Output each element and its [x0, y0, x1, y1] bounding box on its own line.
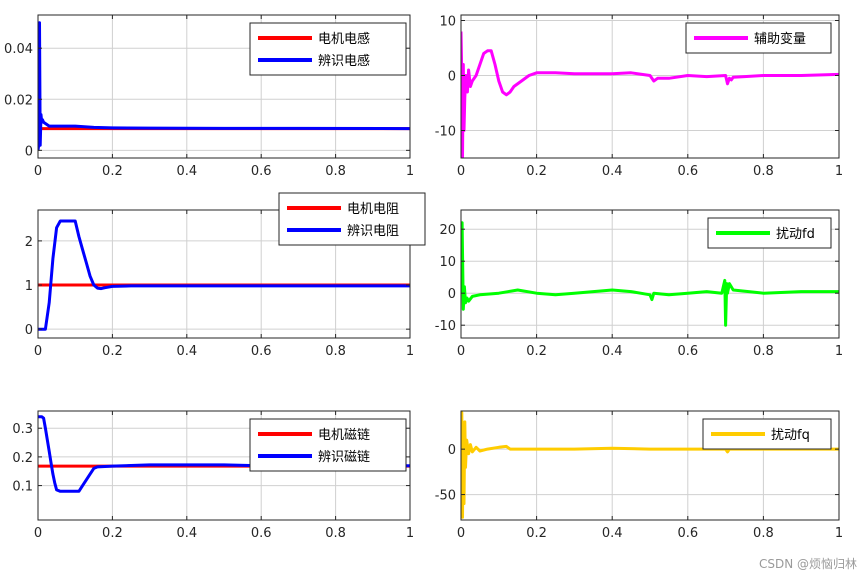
y-tick-label: 0 [448, 70, 456, 85]
x-tick-label: 0.4 [176, 526, 197, 541]
x-tick-label: 1 [406, 526, 414, 541]
axes-box [37, 209, 411, 339]
x-tick-label: 0.2 [526, 526, 547, 541]
watermark: CSDN @烦恼归林 [758, 557, 857, 571]
y-tick-label: 0.02 [4, 93, 33, 108]
legend-box [278, 192, 426, 246]
plot-auxiliary-variable: 0 0.2 0.4 0.6 0.8 1 -10 0 10 辅助变量 [435, 14, 843, 179]
x-tick-label: 0.8 [753, 526, 774, 541]
axes-box [37, 410, 411, 521]
y-tick-label: 0.3 [12, 422, 33, 437]
y-tick-label: 10 [439, 15, 456, 30]
axes-box [460, 209, 840, 339]
x-tick-label: 0 [34, 164, 42, 179]
x-tick-label: 0.8 [753, 164, 774, 179]
x-tick-label: 0.8 [753, 344, 774, 359]
x-tick-label: 1 [835, 344, 843, 359]
legend-label: 辨识磁链 [318, 450, 370, 465]
y-tick-label: 20 [439, 223, 456, 238]
series-line [38, 21, 410, 151]
y-tick-label: 0.2 [12, 451, 33, 466]
series-line [38, 415, 410, 493]
legend-label: 扰动fd [776, 227, 815, 242]
x-tick-label: 0 [457, 344, 465, 359]
x-tick-label: 0.6 [677, 164, 698, 179]
legend-label: 辨识电感 [318, 53, 370, 69]
y-tick-label: 0 [25, 144, 33, 159]
legend: 辅助变量 [685, 22, 832, 54]
x-tick-label: 0.4 [602, 164, 623, 179]
x-tick-label: 1 [406, 344, 414, 359]
x-tick-label: 0.2 [102, 164, 123, 179]
legend: 扰动fd [707, 217, 832, 249]
x-tick-label: 0.8 [325, 164, 346, 179]
legend-label: 辨识电阻 [347, 224, 399, 239]
x-tick-label: 1 [835, 526, 843, 541]
x-tick-label: 1 [406, 164, 414, 179]
y-tick-label: 2 [25, 235, 33, 250]
x-tick-label: 1 [835, 164, 843, 179]
legend-label: 扰动fq [771, 428, 810, 443]
x-tick-label: 0.6 [251, 526, 272, 541]
series-line [461, 31, 839, 158]
legend-label: 电机电感 [318, 31, 370, 47]
x-tick-label: 0.2 [102, 526, 123, 541]
y-tick-label: -10 [435, 319, 456, 334]
x-tick-label: 0 [34, 526, 42, 541]
axes-box [37, 14, 411, 159]
x-tick-label: 0.6 [677, 344, 698, 359]
legend-label: 电机电阻 [347, 202, 399, 217]
x-tick-label: 0.2 [526, 164, 547, 179]
y-tick-label: 0 [448, 287, 456, 302]
y-tick-label: 0.1 [12, 480, 33, 495]
y-tick-label: 1 [25, 279, 33, 294]
x-tick-label: 0 [457, 164, 465, 179]
y-tick-label: 0 [25, 323, 33, 338]
x-tick-label: 0.6 [251, 164, 272, 179]
series-line [461, 221, 839, 327]
x-tick-label: 0 [457, 526, 465, 541]
y-tick-label: -50 [435, 489, 456, 504]
plot-disturbance-fq: 0 0.2 0.4 0.6 0.8 1 -50 0 扰动fq [435, 410, 843, 541]
legend: 扰动fq [702, 418, 832, 450]
x-tick-label: 0.6 [677, 526, 698, 541]
x-tick-label: 0.4 [602, 344, 623, 359]
x-tick-label: 0.2 [102, 344, 123, 359]
x-tick-label: 0.8 [325, 344, 346, 359]
legend-box [249, 418, 407, 472]
x-tick-label: 0.8 [325, 526, 346, 541]
y-tick-label: 0.04 [4, 42, 33, 57]
y-tick-label: 10 [439, 255, 456, 270]
x-tick-label: 0 [34, 344, 42, 359]
y-tick-label: -10 [435, 125, 456, 140]
axes-box [460, 410, 840, 521]
x-tick-label: 0.4 [176, 344, 197, 359]
legend-label: 电机磁链 [318, 428, 370, 443]
axes-box [460, 14, 840, 159]
x-tick-label: 0.4 [176, 164, 197, 179]
y-tick-label: 0 [448, 443, 456, 458]
x-tick-label: 0.6 [251, 344, 272, 359]
x-tick-label: 0.4 [602, 526, 623, 541]
legend-box [249, 22, 407, 76]
series-line [461, 411, 839, 519]
legend-label: 辅助变量 [754, 31, 806, 47]
series-line [38, 219, 410, 331]
x-tick-label: 0.2 [526, 344, 547, 359]
